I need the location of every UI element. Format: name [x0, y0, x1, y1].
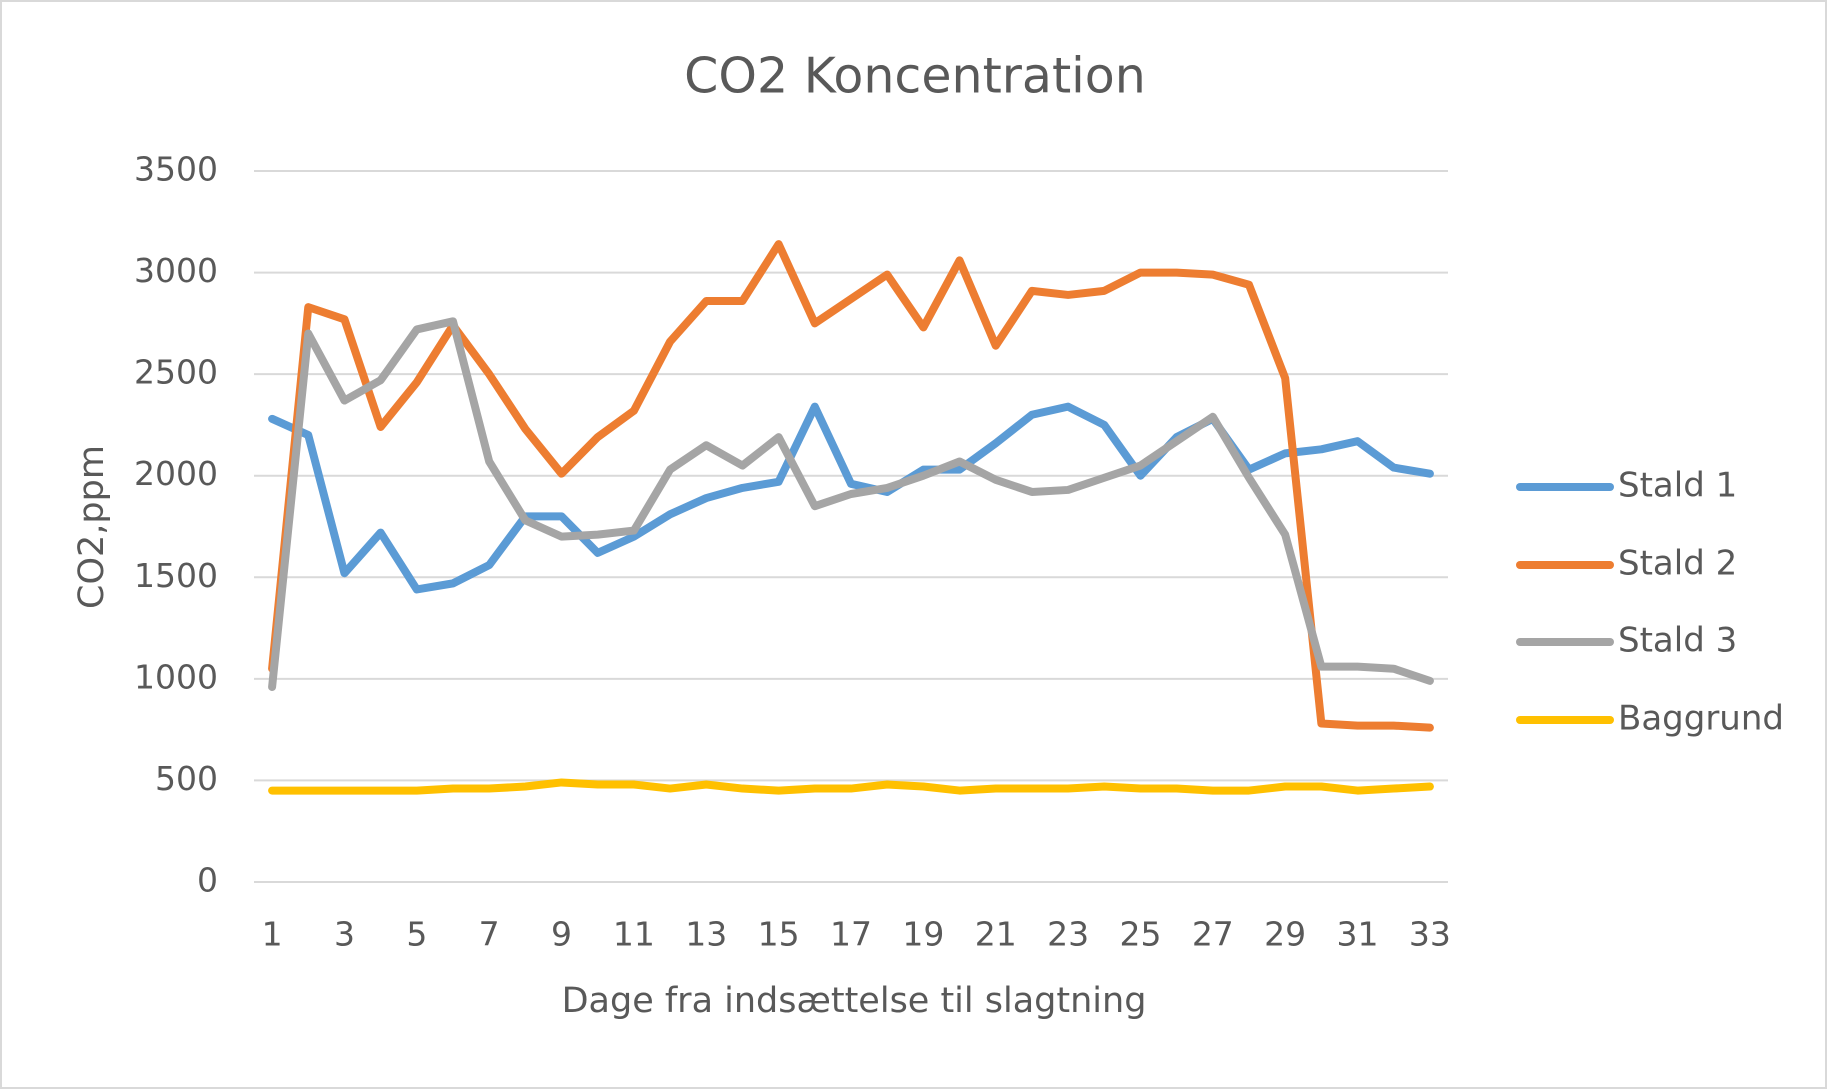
- x-tick-label: 3: [334, 915, 355, 954]
- x-tick-label: 15: [758, 915, 800, 954]
- x-tick-label: 7: [479, 915, 500, 954]
- x-tick-label: 33: [1409, 915, 1451, 954]
- legend-label: Stald 2: [1618, 544, 1737, 584]
- x-tick-label: 13: [685, 915, 727, 954]
- y-tick-label: 2500: [134, 353, 218, 392]
- x-tick-label: 31: [1337, 915, 1379, 954]
- x-tick-label: 25: [1119, 915, 1161, 954]
- y-tick-label: 3500: [134, 150, 218, 189]
- y-tick-label: 3000: [134, 251, 218, 290]
- y-tick-label: 0: [197, 861, 218, 900]
- x-tick-label: 19: [902, 915, 944, 954]
- legend-label: Baggrund: [1618, 699, 1784, 739]
- line-series: [268, 778, 1434, 795]
- x-axis-title: Dage fra indsættelse til slagtning: [562, 981, 1147, 1021]
- x-tick-label: 9: [551, 915, 572, 954]
- y-tick-label: 500: [155, 759, 218, 798]
- x-tick-label: 5: [406, 915, 427, 954]
- x-tick-label: 29: [1264, 915, 1306, 954]
- x-tick-label: 23: [1047, 915, 1089, 954]
- legend-label: Stald 3: [1618, 621, 1737, 661]
- x-tick-label: 27: [1192, 915, 1234, 954]
- y-tick-label: 2000: [134, 454, 218, 493]
- line-series: [268, 317, 1434, 691]
- line-series: [268, 240, 1434, 732]
- x-tick-label: 17: [830, 915, 872, 954]
- chart-title: CO2 Koncentration: [684, 48, 1146, 105]
- y-tick-label: 1000: [134, 657, 218, 696]
- y-axis-title: CO2,ppm: [72, 445, 112, 609]
- x-tick-label: 1: [262, 915, 283, 954]
- x-tick-label: 11: [613, 915, 655, 954]
- x-tick-label: 21: [975, 915, 1017, 954]
- legend-label: Stald 1: [1618, 466, 1737, 506]
- y-tick-label: 1500: [134, 556, 218, 595]
